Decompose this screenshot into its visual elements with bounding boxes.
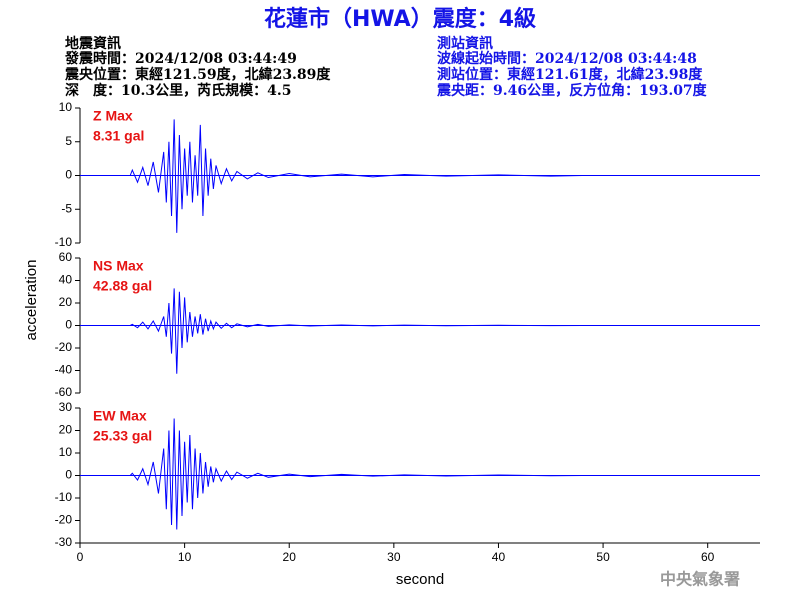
x-tick-label: 20 [283,550,297,564]
y-tick-label: 20 [59,295,73,309]
y-tick-label: 40 [59,273,73,287]
y-tick-label: 0 [65,168,72,182]
y-tick-label: -20 [55,513,73,527]
info-text: 測站資訊 [437,35,493,52]
x-tick-label: 0 [77,550,84,564]
x-tick-label: 40 [492,550,506,564]
info-text: 深 度：10.3公里，芮氏規模：4.5 [65,82,291,99]
x-tick-label: 10 [178,550,192,564]
info-text: 測站位置：東經121.61度，北緯23.98度 [437,66,703,83]
y-tick-label: 20 [59,423,73,437]
y-tick-label: 10 [59,445,73,459]
y-tick-label: 0 [65,468,72,482]
y-tick-label: -60 [55,385,73,399]
y-tick-label: -10 [55,490,73,504]
chart-title: 花蓮市（HWA）震度：4級 [264,6,536,32]
y-tick-label: 10 [59,100,73,114]
panel-max: 25.33 gal [93,428,152,444]
info-text: 發震時間：2024/12/08 03:44:49 [64,50,297,67]
y-axis-label: acceleration [23,260,40,341]
panel-max: 8.31 gal [93,128,144,144]
y-tick-label: 5 [65,134,72,148]
panel-label: NS Max [93,258,144,274]
y-tick-label: -10 [55,235,73,249]
y-tick-label: -40 [55,363,73,377]
panel-max: 42.88 gal [93,278,152,294]
x-tick-label: 60 [701,550,715,564]
panel-label: Z Max [93,108,133,124]
waveform [129,119,583,233]
y-tick-label: 60 [59,250,73,264]
y-tick-label: -5 [61,201,72,215]
y-tick-label: 30 [59,400,73,414]
y-tick-label: -30 [55,535,73,549]
info-text: 波線起始時間：2024/12/08 03:44:48 [437,50,697,67]
panel-label: EW Max [93,408,147,424]
y-tick-label: 0 [65,318,72,332]
x-axis-label: second [396,571,444,588]
info-text: 地震資訊 [65,35,121,52]
footer: 中央氣象署 [660,570,740,589]
x-tick-label: 30 [387,550,401,564]
waveform [129,418,583,530]
waveform [129,288,583,374]
x-tick-label: 50 [596,550,610,564]
info-text: 震央距：9.46公里，反方位角：193.07度 [436,82,708,99]
y-tick-label: -20 [55,340,73,354]
info-text: 震央位置：東經121.59度，北緯23.89度 [64,66,331,83]
